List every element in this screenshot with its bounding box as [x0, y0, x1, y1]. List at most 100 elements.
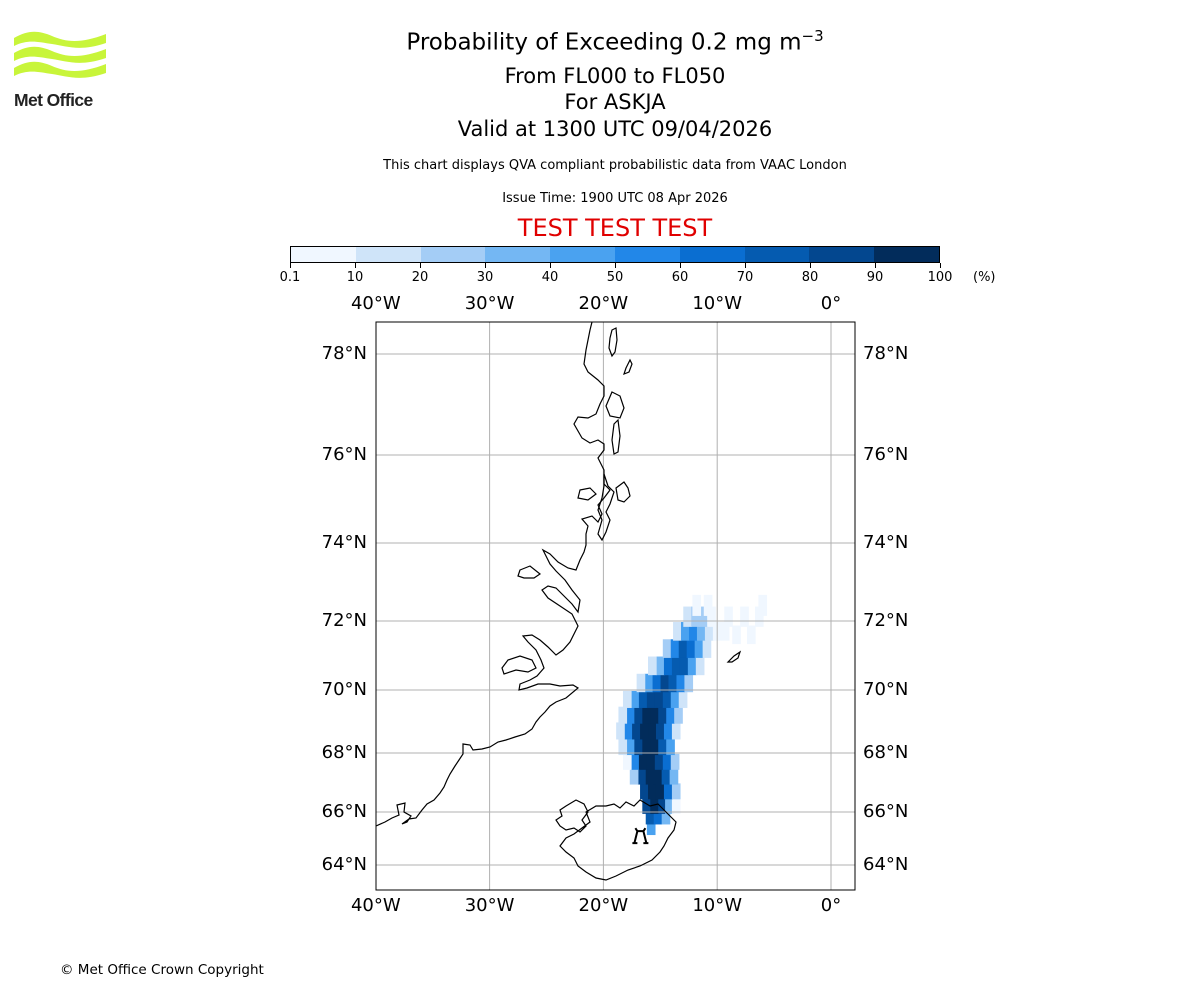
plume-cell — [671, 798, 681, 814]
plume-cell — [662, 690, 672, 708]
colorbar-tick — [680, 263, 681, 268]
plume-cell — [670, 639, 680, 658]
lat-label-right: 68°N — [863, 742, 909, 763]
colorbar-tick-label: 40 — [541, 270, 559, 285]
colorbar-band — [420, 247, 486, 262]
plume-cell — [618, 706, 628, 724]
plume-cell — [732, 625, 741, 645]
plume-cell — [648, 783, 657, 800]
graticule — [376, 322, 855, 890]
test-banner: TEST TEST TEST — [517, 214, 713, 242]
plume-cell — [638, 753, 648, 770]
greenland-fjord-a — [517, 565, 542, 579]
colorbar-tick-label: 70 — [736, 270, 754, 285]
lon-label-bottom: 30°W — [464, 895, 515, 916]
plume-cell — [665, 798, 674, 814]
colorbar-tick-label: 90 — [866, 270, 884, 285]
lat-label-left: 68°N — [321, 742, 367, 763]
plume-cell — [645, 768, 655, 785]
plume-cell — [616, 722, 625, 740]
lat-label-left: 74°N — [321, 532, 367, 553]
greenland-fjord-c — [577, 487, 597, 501]
colorbar-band — [485, 247, 551, 262]
colorbar-tick — [355, 263, 356, 268]
plume-cell — [661, 768, 671, 785]
plume-cell — [696, 622, 706, 641]
colorbar-tick-label: 20 — [411, 270, 429, 285]
colorbar-tick-label: 10 — [346, 270, 364, 285]
plume-cell — [662, 753, 672, 770]
colorbar-band — [874, 247, 939, 262]
jan-mayen — [726, 650, 742, 663]
lat-label-left: 64°N — [321, 854, 367, 875]
colorbar-tick — [940, 263, 941, 268]
plume-cell — [650, 706, 659, 724]
colorbar-band — [550, 247, 615, 262]
plume-cell — [671, 722, 681, 740]
plume-cell — [626, 706, 636, 724]
lat-label-right: 78°N — [863, 343, 909, 364]
plume-cell — [670, 690, 680, 708]
plume-cell — [687, 656, 697, 676]
valid-time: Valid at 1300 UTC 09/04/2026 — [457, 117, 773, 141]
chart-description: This chart displays QVA compliant probab… — [383, 158, 847, 173]
map-frame — [375, 321, 856, 891]
volcano-marker — [632, 827, 649, 845]
greenland-coast — [376, 322, 611, 827]
colorbar-band — [614, 247, 680, 262]
plume-cell — [681, 622, 690, 641]
lat-label-left: 76°N — [321, 444, 367, 465]
lon-label-bottom: 20°W — [578, 895, 629, 916]
plume-cell — [679, 656, 689, 676]
plume-cell — [676, 673, 686, 693]
plume-cell — [642, 738, 651, 756]
plume-cell — [655, 656, 665, 676]
lat-label-right: 66°N — [863, 801, 909, 822]
plume-cell — [699, 606, 708, 627]
plume-cell — [632, 722, 641, 740]
copyright: © Met Office Crown Copyright — [60, 962, 264, 978]
plume-cell — [695, 656, 705, 676]
colorbar-tick-label: 0.1 — [279, 270, 301, 285]
title-text: Probability of Exceeding 0.2 mg m — [406, 29, 802, 56]
plume-cell — [684, 673, 694, 693]
plume-cell — [740, 606, 749, 627]
lon-label-top: 10°W — [692, 293, 743, 314]
lon-label-top: 40°W — [350, 293, 401, 314]
plume-cell — [636, 673, 646, 693]
plume-cell — [758, 594, 768, 616]
plume-cell — [646, 690, 656, 708]
met-office-waves-icon — [14, 31, 106, 78]
plume-cell — [654, 753, 664, 770]
plume-cell — [692, 594, 702, 616]
plume-cell — [652, 673, 662, 693]
volcano-name: For ASKJA — [564, 90, 666, 114]
colorbar-tick — [485, 263, 486, 268]
colorbar-tick — [745, 263, 746, 268]
plume-cell — [720, 622, 730, 641]
colorbar-tick — [615, 263, 616, 268]
probability-colorbar — [290, 246, 940, 263]
plume-cell — [670, 753, 680, 770]
plume-cell — [703, 594, 713, 616]
plume-cell — [630, 753, 640, 770]
plume-cell — [653, 809, 663, 825]
plume-cell — [618, 738, 628, 756]
colorbar-tick-label: 60 — [671, 270, 689, 285]
colorbar-band — [355, 247, 421, 262]
plume-cell — [660, 673, 670, 693]
plume-cell — [668, 673, 678, 693]
plume-cell — [640, 783, 649, 800]
colorbar-tick-label: 50 — [606, 270, 624, 285]
lat-label-right: 74°N — [863, 532, 909, 553]
plume-cell — [669, 768, 679, 785]
flight-level-range: From FL000 to FL050 — [504, 64, 726, 88]
chart-title: Probability of Exceeding 0.2 mg m−3 — [0, 27, 1200, 56]
colorbar-tick-label: 80 — [801, 270, 819, 285]
colorbar-tick — [550, 263, 551, 268]
plume-cell — [648, 722, 657, 740]
lat-label-left: 66°N — [321, 801, 367, 822]
colorbar-tick — [290, 263, 291, 268]
island-1 — [608, 327, 618, 358]
plume-cell — [666, 738, 675, 756]
